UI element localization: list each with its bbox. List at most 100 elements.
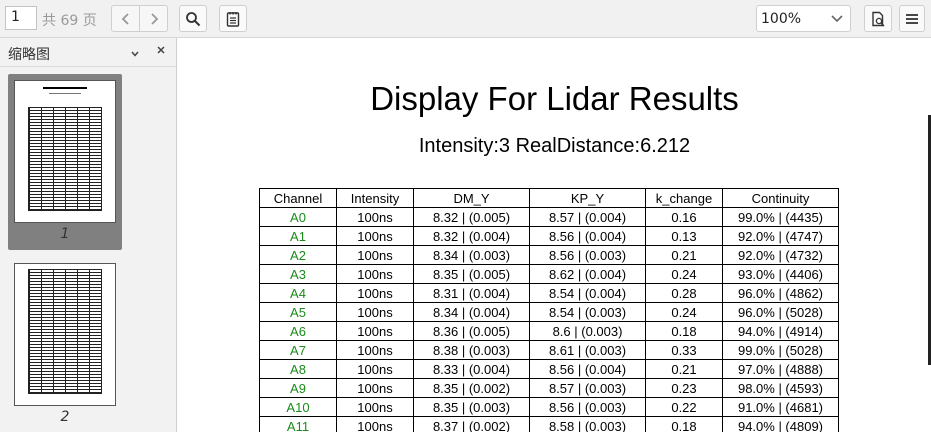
close-icon (157, 46, 165, 54)
page-nav-group (111, 5, 168, 32)
thumbnail-page-label: 2 (60, 409, 70, 425)
table-cell: 8.57 | (0.003) (529, 378, 646, 398)
table-cell: 8.58 | (0.003) (529, 416, 646, 432)
table-cell: 96.0% | (5028) (722, 302, 839, 322)
table-cell: 100ns (336, 283, 414, 303)
channel-cell: A9 (259, 378, 337, 398)
column-header: DM_Y (413, 188, 530, 208)
table-row: A2 100ns 8.34 | (0.003) 8.56 | (0.003) 0.21 9… (259, 245, 839, 265)
sidebar-collapse-button[interactable] (130, 44, 140, 63)
table-row: A11 100ns 8.37 | (0.002) 8.58 | (0.003) 0.18… (259, 416, 839, 432)
menu-icon (906, 13, 918, 24)
next-page-button[interactable] (139, 6, 167, 31)
table-row: A4 100ns 8.31 | (0.004) 8.54 | (0.004) 0.28 9… (259, 283, 839, 303)
column-header: Intensity (336, 188, 414, 208)
channel-cell: A4 (259, 283, 337, 303)
table-cell: 8.32 | (0.004) (413, 226, 530, 246)
column-header: k_change (645, 188, 723, 208)
zoom-value: 100% (761, 10, 802, 27)
table-cell: 8.34 | (0.004) (413, 302, 530, 322)
table-cell: 8.38 | (0.003) (413, 340, 530, 360)
page-number-input[interactable]: 1 (5, 6, 37, 30)
table-cell: 99.0% | (4435) (722, 207, 839, 227)
table-cell: 8.33 | (0.004) (413, 359, 530, 379)
table-cell: 8.56 | (0.003) (529, 245, 646, 265)
table-cell: 0.24 (645, 302, 723, 322)
page-total-label: 共 69 页 (42, 13, 97, 29)
table-cell: 8.34 | (0.003) (413, 245, 530, 265)
table-cell: 8.56 | (0.004) (529, 226, 646, 246)
column-header: Continuity (722, 188, 839, 208)
table-cell: 8.54 | (0.004) (529, 283, 646, 303)
notes-icon (226, 11, 240, 27)
table-row: A5 100ns 8.34 | (0.004) 8.54 | (0.003) 0.24 9… (259, 302, 839, 322)
table-cell: 8.56 | (0.003) (529, 397, 646, 417)
annotations-button[interactable] (219, 5, 247, 32)
results-table: Channel Intensity DM_Y KP_Y k_change Con… (259, 188, 839, 432)
table-cell: 8.31 | (0.004) (413, 283, 530, 303)
sidebar-title: 缩略图 (8, 47, 50, 63)
table-cell: 0.28 (645, 283, 723, 303)
table-cell: 8.61 | (0.003) (529, 340, 646, 360)
table-row: A6 100ns 8.36 | (0.005) 8.6 | (0.003) 0.18 94… (259, 321, 839, 341)
table-cell: 0.21 (645, 359, 723, 379)
search-button[interactable] (179, 5, 207, 32)
table-cell: 96.0% | (4862) (722, 283, 839, 303)
zoom-select[interactable]: 100% (756, 5, 851, 32)
thumbnail-subtitle-line (49, 93, 81, 94)
table-cell: 94.0% | (4914) (722, 321, 839, 341)
thumbnail-title-line (43, 87, 87, 89)
table-cell: 0.13 (645, 226, 723, 246)
channel-cell: A10 (259, 397, 337, 417)
channel-cell: A6 (259, 321, 337, 341)
thumbnail-table (28, 107, 102, 211)
table-cell: 8.35 | (0.003) (413, 397, 530, 417)
table-cell: 100ns (336, 264, 414, 284)
toolbar: 1 共 69 页 100% (0, 0, 931, 38)
channel-cell: A8 (259, 359, 337, 379)
table-cell: 100ns (336, 302, 414, 322)
table-cell: 100ns (336, 245, 414, 265)
table-cell: 8.37 | (0.002) (413, 416, 530, 432)
table-cell: 0.33 (645, 340, 723, 360)
export-icon (872, 11, 885, 27)
channel-cell: A1 (259, 226, 337, 246)
table-row: A8 100ns 8.33 | (0.004) 8.56 | (0.004) 0.21 9… (259, 359, 839, 379)
table-row: A0 100ns 8.32 | (0.005) 8.57 | (0.004) 0.16 9… (259, 207, 839, 227)
prev-page-button[interactable] (112, 6, 139, 31)
table-row: A1 100ns 8.32 | (0.004) 8.56 | (0.004) 0.13 9… (259, 226, 839, 246)
table-cell: 8.35 | (0.005) (413, 264, 530, 284)
table-row: A9 100ns 8.35 | (0.002) 8.57 | (0.003) 0.23 9… (259, 378, 839, 398)
chevron-down-icon (131, 51, 139, 57)
sidebar-close-button[interactable] (156, 44, 166, 59)
thumbnail-table (28, 269, 102, 394)
document-scrollbar[interactable] (928, 115, 931, 365)
table-cell: 100ns (336, 321, 414, 341)
table-cell: 97.0% | (4888) (722, 359, 839, 379)
table-cell: 0.18 (645, 416, 723, 432)
table-cell: 99.0% | (5028) (722, 340, 839, 360)
table-row: A10 100ns 8.35 | (0.003) 8.56 | (0.003) 0.22… (259, 397, 839, 417)
chevron-down-icon (831, 15, 843, 23)
channel-cell: A11 (259, 416, 337, 432)
document-subtitle: Intensity:3 RealDistance:6.212 (418, 135, 691, 157)
channel-cell: A2 (259, 245, 337, 265)
menu-button[interactable] (899, 5, 925, 32)
table-cell: 8.6 | (0.003) (529, 321, 646, 341)
export-button[interactable] (864, 5, 892, 32)
table-cell: 0.18 (645, 321, 723, 341)
document-viewport: Display For Lidar Results Intensity:3 Re… (178, 38, 931, 432)
table-cell: 8.57 | (0.004) (529, 207, 646, 227)
table-cell: 8.36 | (0.005) (413, 321, 530, 341)
thumbnail-page-2[interactable] (14, 263, 116, 406)
table-row: A7 100ns 8.38 | (0.003) 8.61 | (0.003) 0.33 9… (259, 340, 839, 360)
table-cell: 8.62 | (0.004) (529, 264, 646, 284)
column-header: Channel (259, 188, 337, 208)
table-cell: 100ns (336, 226, 414, 246)
table-cell: 8.32 | (0.005) (413, 207, 530, 227)
table-cell: 91.0% | (4681) (722, 397, 839, 417)
table-cell: 0.24 (645, 264, 723, 284)
table-cell: 0.21 (645, 245, 723, 265)
thumbnail-page-1[interactable] (14, 80, 116, 223)
chevron-right-icon (150, 12, 158, 25)
